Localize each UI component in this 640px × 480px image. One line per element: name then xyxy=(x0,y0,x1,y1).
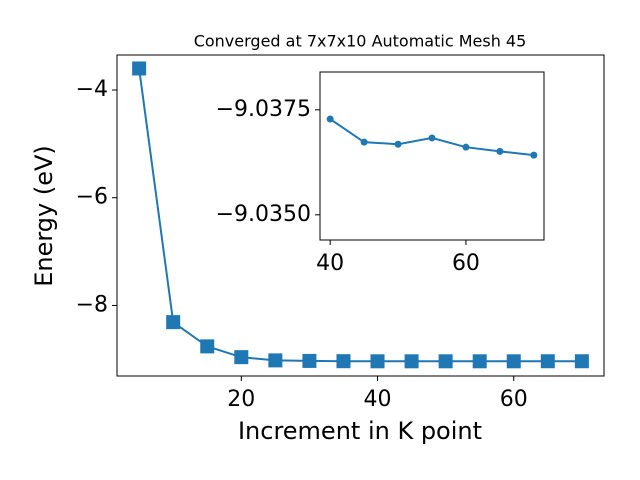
data-point xyxy=(336,354,351,369)
data-point xyxy=(200,339,215,354)
data-point xyxy=(530,151,538,159)
data-point xyxy=(496,147,504,155)
data-point xyxy=(472,354,487,369)
chart-title: Converged at 7x7x10 Automatic Mesh 45 xyxy=(194,32,527,51)
y-tick-label: −9.0375 xyxy=(216,97,311,122)
plot-frame xyxy=(319,71,545,241)
data-point xyxy=(506,354,521,369)
x-axis-label: Increment in K point xyxy=(238,417,482,445)
data-point xyxy=(394,140,402,148)
x-tick-label: 20 xyxy=(227,387,255,412)
x-tick-label: 40 xyxy=(316,251,344,276)
y-axis-label: Energy (eV) xyxy=(30,145,58,287)
data-point xyxy=(462,143,470,151)
data-point xyxy=(438,354,453,369)
data-point xyxy=(132,61,147,76)
data-point xyxy=(574,354,589,369)
data-point xyxy=(360,138,368,146)
x-tick-label: 60 xyxy=(452,251,480,276)
y-tick-label: −8 xyxy=(76,292,108,317)
data-point xyxy=(234,350,249,365)
data-point xyxy=(428,134,436,142)
x-tick-label: 60 xyxy=(500,387,528,412)
y-tick-label: −6 xyxy=(76,185,108,210)
data-point xyxy=(268,353,283,368)
data-point xyxy=(302,353,317,368)
data-point xyxy=(326,115,334,123)
data-point xyxy=(404,354,419,369)
y-tick-label: −9.0350 xyxy=(216,202,311,227)
y-tick-label: −4 xyxy=(76,77,108,102)
data-point xyxy=(540,354,555,369)
x-tick-label: 40 xyxy=(364,387,392,412)
data-point xyxy=(166,315,181,330)
data-point xyxy=(370,354,385,369)
